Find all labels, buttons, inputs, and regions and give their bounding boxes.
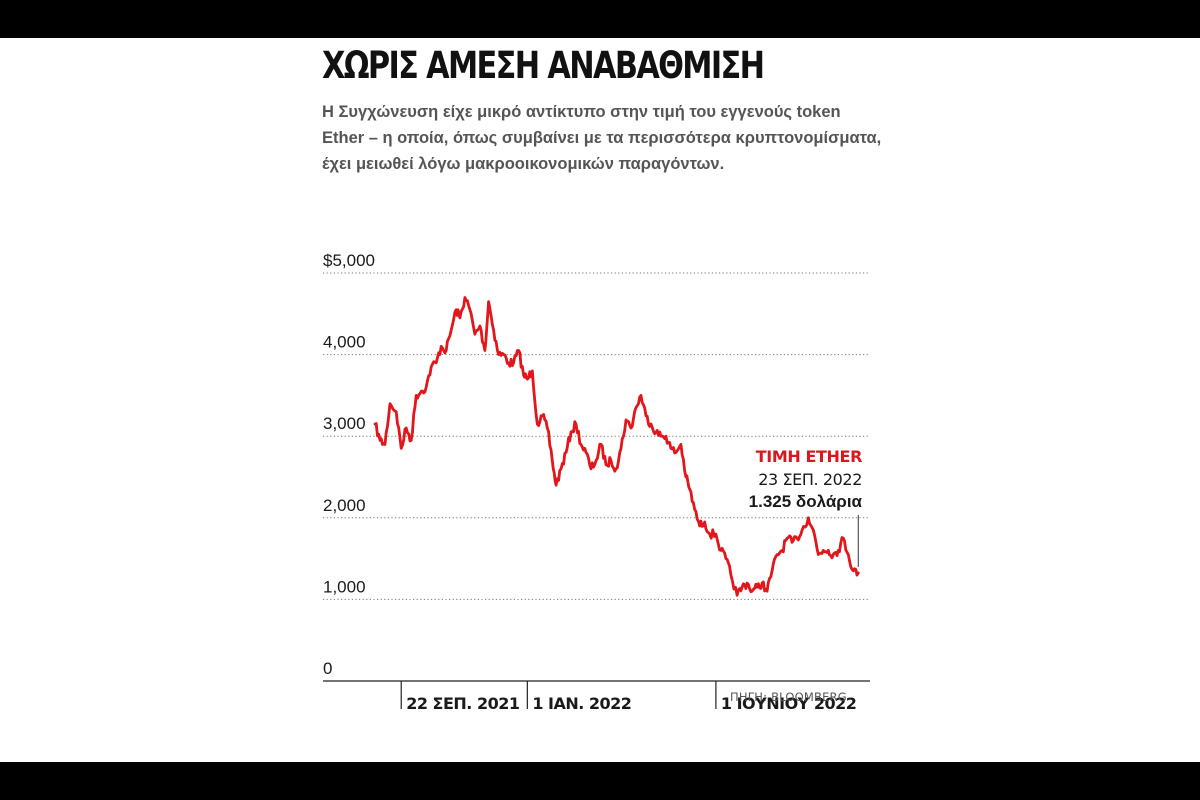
x-tick-label-2021-09-22: 22 ΣΕΠ. 2021 <box>406 694 520 713</box>
ether-price-line <box>373 296 860 597</box>
annotation-value: 1.325 δολάρια <box>749 492 863 511</box>
chart-title: ΧΩΡΙΣ ΑΜΕΣΗ ΑΝΑΒΑΘΜΙΣΗ <box>322 44 765 87</box>
x-tick-label-2022-06-01: 1 ΙΟΥΝΙΟΥ 2022 <box>721 694 856 713</box>
grid-lines <box>323 272 870 600</box>
y-axis-tick-labels: $5,000 4,000 3,000 2,000 1,000 0 <box>323 251 375 678</box>
y-tick-label-5000: $5,000 <box>323 251 375 270</box>
annotation-title: ΤΙΜΗ ETHER <box>756 447 862 466</box>
source-note: ΠΗΓΗ: BLOOMBERG <box>730 690 847 704</box>
content-panel <box>0 38 1200 762</box>
x-axis: 22 ΣΕΠ. 2021 1 ΙΑΝ. 2022 1 ΙΟΥΝΙΟΥ 2022 <box>323 680 870 713</box>
price-line-layer <box>373 296 860 597</box>
y-tick-label-4000: 4,000 <box>323 333 366 352</box>
x-tick-label-2022-01-01: 1 ΙΑΝ. 2022 <box>532 694 631 713</box>
y-tick-label-1000: 1,000 <box>323 577 366 596</box>
chart-subtitle: Η Συγχώνευση είχε μικρό αντίκτυπο στην τ… <box>322 103 882 173</box>
y-tick-label-0: 0 <box>323 659 332 678</box>
annotation-date: 23 ΣΕΠ. 2022 <box>758 470 862 489</box>
price-annotation: ΤΙΜΗ ETHER 23 ΣΕΠ. 2022 1.325 δολάρια <box>749 447 863 567</box>
y-tick-label-2000: 2,000 <box>323 496 366 515</box>
y-tick-label-3000: 3,000 <box>323 414 366 433</box>
